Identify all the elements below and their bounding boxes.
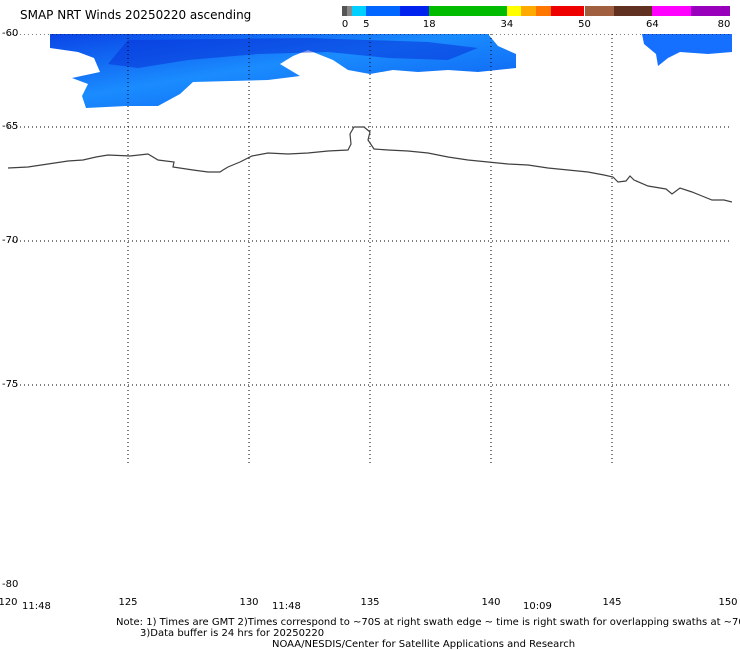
swath-time-1: 11:48 <box>22 601 51 612</box>
swath-time-2: 11:48 <box>272 601 301 612</box>
colorbar-segment <box>351 6 367 16</box>
colorbar-segment <box>521 6 536 16</box>
coastline <box>8 126 732 203</box>
note-line-2: 3)Data buffer is 24 hrs for 20250220 <box>140 628 325 639</box>
lat-label-60: -60 <box>2 28 19 39</box>
lat-label-80: -80 <box>2 579 19 590</box>
colorbar-segment <box>400 6 430 16</box>
colorbar-segment <box>366 6 401 16</box>
colorbar-segment <box>550 6 585 16</box>
swath-time-3: 10:09 <box>523 601 552 612</box>
colorbar-segment <box>346 6 352 16</box>
colorbar-segment <box>342 6 347 16</box>
graticule <box>8 34 732 464</box>
map-title: SMAP NRT Winds 20250220 ascending <box>20 8 252 22</box>
colorbar-label: 64 <box>646 19 659 30</box>
map-plot <box>8 34 732 464</box>
colorbar-segment <box>652 6 692 16</box>
wind-swath-dark-band <box>108 38 478 68</box>
colorbar-segment <box>506 6 522 16</box>
colorbar-segment <box>536 6 551 16</box>
note-line-3: NOAA/NESDIS/Center for Satellite Applica… <box>272 639 576 650</box>
lon-label-125: 125 <box>118 597 138 608</box>
colorbar-segment <box>613 6 653 16</box>
lon-label-150: 150 <box>718 597 738 608</box>
lon-label-145: 145 <box>602 597 622 608</box>
lon-label-140: 140 <box>481 597 501 608</box>
note-line-1: Note: 1) Times are GMT 2)Times correspon… <box>116 617 740 628</box>
lon-label-120: 120 <box>0 597 18 608</box>
lat-label-65: -65 <box>2 121 19 132</box>
wind-speed-colorbar <box>342 6 730 16</box>
lon-label-135: 135 <box>360 597 380 608</box>
colorbar-label: 18 <box>422 19 436 30</box>
colorbar-label: 80 <box>717 19 731 30</box>
colorbar-segment <box>584 6 614 16</box>
colorbar-label: 5 <box>363 19 370 30</box>
colorbar-segment <box>429 6 507 16</box>
colorbar-label: 0 <box>341 19 349 30</box>
wind-swath-right <box>642 34 732 66</box>
colorbar-label: 34 <box>500 19 514 30</box>
lat-label-75: -75 <box>2 379 19 390</box>
colorbar-label: 50 <box>578 19 591 30</box>
colorbar-segment <box>691 6 730 16</box>
lon-label-130: 130 <box>239 597 259 608</box>
lat-label-70: -70 <box>2 235 19 246</box>
